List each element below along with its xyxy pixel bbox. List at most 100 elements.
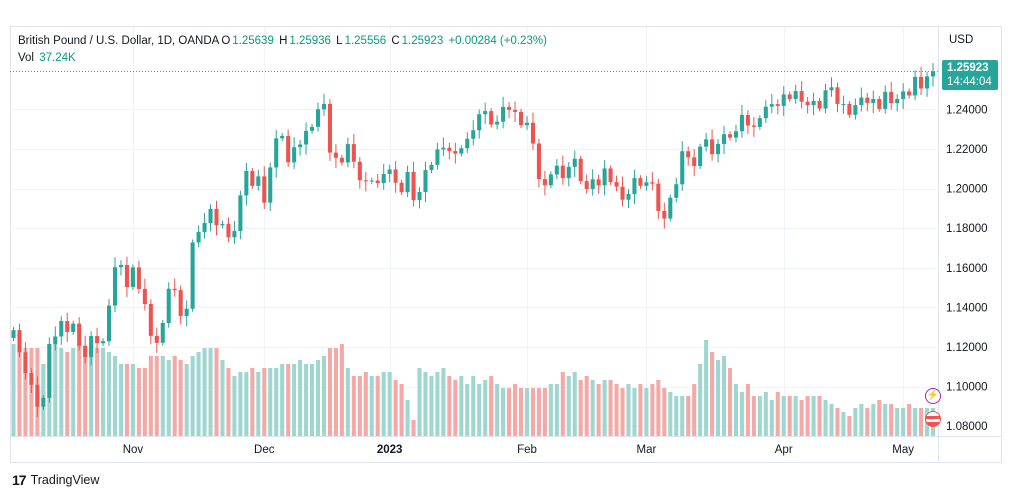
candle-body [507,106,512,110]
volume-bar [417,368,422,436]
volume-bar [871,404,876,436]
candle-body [417,192,422,201]
candle-body [453,151,458,154]
candle-body [95,336,100,344]
candle-body [757,118,762,127]
candle-body [351,144,356,162]
brand-name[interactable]: TradingView [30,473,100,487]
candle-body [166,288,171,324]
volume-bar [536,388,541,436]
volume-bar [226,368,231,436]
volume-value: 37.24K [39,52,76,64]
volume-bar [77,344,82,436]
candle-body [89,336,94,358]
low-value: 1.25556 [344,35,387,47]
volume-bar [327,348,332,436]
candle-body [548,174,553,186]
volume-bar [841,412,846,436]
candle-body [202,223,207,232]
volume-bar [686,396,691,436]
price-axis[interactable]: 1.08000 1.10000 1.12000 1.14000 1.16000 1.180… [946,104,988,433]
volume-bar [548,384,553,436]
volume-bar [453,380,458,436]
volume-bar [632,388,637,436]
volume-bar [118,364,123,436]
price-tick-label: 1.24000 [946,104,988,116]
volume-bar [268,368,273,436]
volume-bar [781,396,786,436]
footer: 17 TradingView [12,472,99,488]
candle-body [560,165,565,179]
candle-body [895,98,900,104]
candle-body [542,179,547,186]
candle-body [727,134,733,138]
volume-label[interactable]: Vol [18,52,34,64]
tradingview-logo-icon[interactable]: 17 [12,472,27,488]
us-flag-badge-icon[interactable] [925,411,941,427]
time-tick-label: 2023 [377,444,403,456]
volume-bar [244,372,249,436]
candle-body [811,100,816,106]
volume-bar [107,352,112,436]
candle-body [101,341,106,344]
volume-bar [799,400,804,436]
volume-bar [262,368,267,436]
volume-bar [889,404,894,436]
candle-body [17,330,22,353]
candle-body [716,143,721,155]
volume-bar [847,416,852,436]
candle-body [847,103,852,115]
volume-bar [411,420,416,436]
candle-body [256,176,261,186]
candle-body [190,242,195,309]
time-axis[interactable]: Nov Dec 2023 Feb Mar Apr May [123,444,915,456]
candle-body [238,195,243,231]
volume-bar [656,380,661,436]
volume-bar [530,388,535,436]
candle-body [136,267,141,289]
candle-body [11,330,16,339]
volume-bar [602,380,607,436]
volume-bar [733,384,738,436]
candle-body [721,134,727,144]
candle-body [698,146,703,167]
candle-body [871,98,876,103]
candle-body [626,193,631,200]
candle-body [901,91,906,99]
candle-body [29,373,34,385]
candle-body [829,87,834,91]
volume-bar [298,360,303,436]
volume-bar [739,392,744,436]
volume-bar [178,360,183,436]
price-tick-label: 1.18000 [946,223,988,235]
candle-body [745,115,750,126]
volume-bar [214,348,219,436]
candle-body [172,288,177,291]
candle-body [369,180,374,182]
time-tick-label: Dec [254,444,275,456]
last-price-value: 1.25923 [947,62,989,74]
volume-bar [919,408,924,436]
currency-label[interactable]: USD [949,34,974,46]
candle-body [220,223,225,226]
candle-body [608,168,613,183]
candle-body [638,178,643,186]
volume-bar [315,360,321,436]
symbol-title[interactable]: British Pound / U.S. Dollar, 1D, OANDA [18,35,220,47]
candle-body [513,109,518,112]
price-tick-label: 1.16000 [946,263,988,275]
volume-bar [769,400,774,436]
volume-bar [375,376,380,436]
volume-bar [196,352,201,436]
volume-bar [304,364,309,436]
candle-body [65,321,70,332]
dividends-badge-icon[interactable]: ⚡ [925,388,941,404]
volume-bar [674,396,679,436]
volume-bar [220,360,225,436]
price-tick-label: 1.10000 [946,382,988,394]
candle-body [704,139,709,147]
candle-body [405,172,410,193]
candle-body [680,151,685,185]
candle-body [841,103,846,105]
